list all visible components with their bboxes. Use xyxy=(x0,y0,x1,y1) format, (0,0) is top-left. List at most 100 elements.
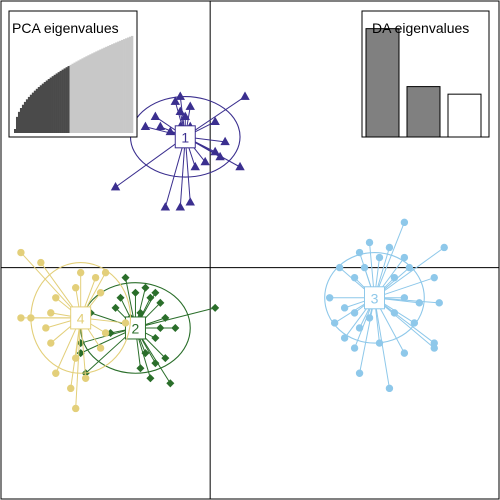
group-3-point xyxy=(340,334,349,342)
group-3-point xyxy=(355,248,364,257)
group-4-point xyxy=(52,369,60,377)
group-3-point xyxy=(330,319,339,327)
da-eigenvalue-bar xyxy=(406,86,441,138)
group-3-point xyxy=(410,319,419,327)
group-4-point xyxy=(52,294,60,302)
group-clusters: 1 2 3 4 xyxy=(17,91,448,413)
group-3-point xyxy=(390,273,399,282)
pca-eigenvalue-bar xyxy=(81,58,84,133)
pca-eigenvalue-bar xyxy=(29,94,33,133)
group-1-point xyxy=(220,136,230,146)
group-3-point xyxy=(350,273,359,282)
group-3-point xyxy=(350,344,359,352)
group-4: 4 xyxy=(17,248,132,413)
group-3-point xyxy=(415,299,424,307)
group-4-point xyxy=(71,284,80,292)
group-3-label-box xyxy=(364,286,385,310)
group-3-point xyxy=(375,253,384,262)
group-1-point xyxy=(140,121,151,131)
group-3-point xyxy=(335,263,344,272)
group-2-label: 2 xyxy=(132,320,140,336)
group-1-point xyxy=(175,106,185,115)
group-4-point xyxy=(96,344,105,352)
group-1-point xyxy=(190,161,200,171)
pca-eigenvalue-bar xyxy=(25,99,29,133)
group-4-point xyxy=(76,268,85,277)
group-2-point xyxy=(116,293,125,302)
pca-eigenvalue-bar xyxy=(89,54,92,134)
group-2-point xyxy=(151,288,160,297)
group-2-point xyxy=(131,288,140,297)
group-1-point xyxy=(170,96,181,105)
group-3-point xyxy=(440,243,448,252)
group-4-point xyxy=(71,354,80,362)
group-3-point xyxy=(430,344,438,352)
group-2-point xyxy=(171,323,180,332)
pca-eigenvalue-bar xyxy=(107,45,110,133)
group-3-point xyxy=(385,243,394,252)
pca-eigenvalue-bar xyxy=(51,76,54,133)
group-3-point xyxy=(435,299,443,307)
group-1-spoke xyxy=(115,136,186,188)
group-1-spoke xyxy=(179,136,186,208)
pca-eigenvalue-bar xyxy=(129,36,132,134)
pca-eigenvalue-bar xyxy=(111,44,114,134)
pca-eigenvalue-bar xyxy=(69,64,72,133)
pca-eigenvalue-bar xyxy=(85,56,88,133)
pca-eigenvalue-bar xyxy=(19,108,23,133)
pca-eigenvalue-bar xyxy=(87,55,90,133)
pca-eigenvalue-bar xyxy=(53,74,56,133)
pca-eigenvalue-bar xyxy=(63,68,66,133)
group-3-point xyxy=(355,369,364,377)
group-1-point xyxy=(150,111,161,120)
pca-eigenvalue-bar xyxy=(105,46,108,133)
pca-eigenvalue-bar xyxy=(127,37,130,133)
group-4-point xyxy=(27,314,35,322)
group-3-label: 3 xyxy=(371,290,379,306)
group-4-point xyxy=(47,309,55,317)
pca-eigenvalue-bar xyxy=(47,79,50,133)
group-3-spoke xyxy=(359,297,375,374)
group-1-point xyxy=(175,91,185,100)
group-4-point xyxy=(71,404,80,413)
group-2-point xyxy=(141,283,150,292)
group-1-point xyxy=(215,151,225,161)
group-2-point xyxy=(121,273,130,282)
pca-eigenvalues-title: PCA eigenvalues xyxy=(12,20,119,36)
pca-eigenvalue-bar xyxy=(73,62,76,133)
group-1-point xyxy=(180,111,190,120)
group-3-point xyxy=(400,253,409,262)
pca-eigenvalue-bar xyxy=(93,52,96,133)
group-3-point xyxy=(340,304,349,312)
pca-eigenvalue-bar xyxy=(41,83,45,133)
group-1-point xyxy=(210,146,220,156)
group-3-point xyxy=(385,384,394,393)
group-1: 1 xyxy=(110,91,250,211)
group-3-point xyxy=(375,339,384,347)
group-1-label: 1 xyxy=(181,129,189,145)
group-1-point xyxy=(240,91,250,100)
group-2-point xyxy=(146,293,155,302)
group-4-spoke xyxy=(70,317,82,389)
da-eigenvalues-title: DA eigenvalues xyxy=(372,20,469,36)
group-2-point xyxy=(161,354,170,363)
pca-eigenvalue-bar xyxy=(59,70,62,133)
pca-eigenvalue-bar xyxy=(77,60,80,133)
pca-eigenvalue-bar xyxy=(83,57,86,133)
pca-eigenvalue-bar xyxy=(79,59,82,133)
pca-eigenvalue-bar xyxy=(55,73,58,133)
da-eigenvalues-inset: DA eigenvalues xyxy=(361,10,490,138)
group-2-point xyxy=(111,303,120,312)
pca-eigenvalue-bar xyxy=(97,50,100,133)
group-4-spoke xyxy=(75,317,82,409)
group-4-point xyxy=(81,374,90,382)
pca-eigenvalue-bar xyxy=(21,104,25,133)
pca-eigenvalue-bar xyxy=(43,82,47,133)
pca-eigenvalue-bar xyxy=(103,47,106,133)
pca-eigenvalue-bar xyxy=(15,116,19,133)
pca-eigenvalue-bar xyxy=(99,49,102,134)
pca-eigenvalue-bar xyxy=(115,42,118,133)
group-4-point xyxy=(17,248,25,257)
group-1-point xyxy=(165,126,176,136)
pca-eigenvalue-bar xyxy=(91,53,94,133)
